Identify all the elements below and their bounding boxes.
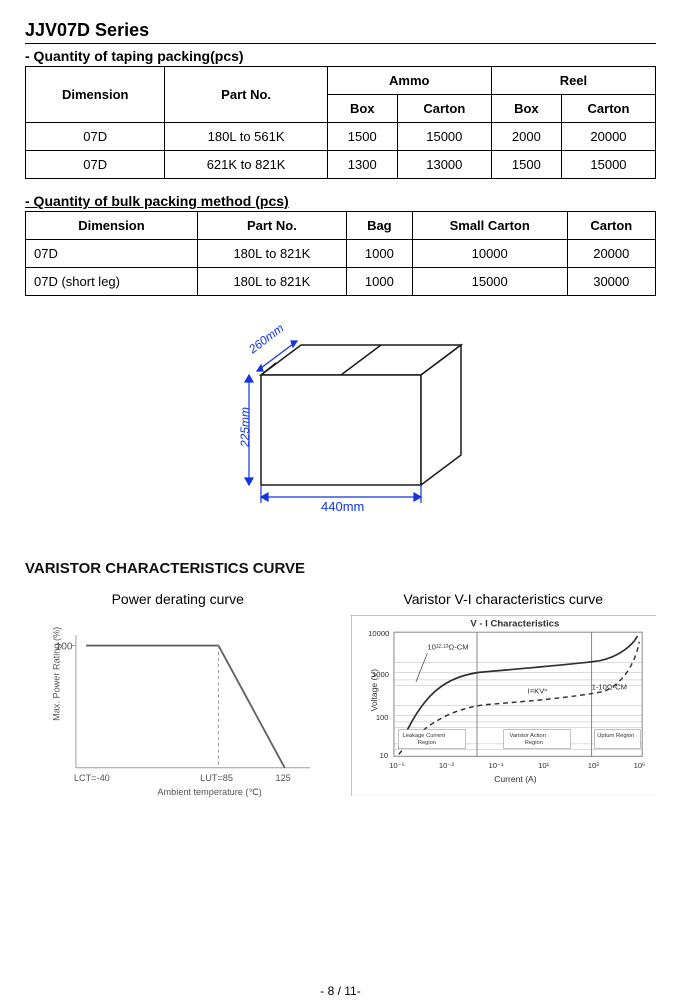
dim-width-label: 440mm <box>321 499 364 514</box>
ytick-label: 10 <box>379 751 387 760</box>
cell: 15000 <box>412 268 567 296</box>
vi-annotation: 1-10Ω-CM <box>591 682 626 691</box>
xlabel: Current (A) <box>494 774 537 784</box>
xtick-label: 10¹ <box>538 761 549 770</box>
th-carton: Carton <box>567 212 655 240</box>
table-row: 07D 621K to 821K 1300 13000 1500 15000 <box>26 151 656 179</box>
table2-title: - Quantity of bulk packing method (pcs) <box>25 193 656 209</box>
cell: 15000 <box>561 151 655 179</box>
vi-annotation: I=KVⁿ <box>527 686 547 695</box>
vi-title: Varistor V-I characteristics curve <box>351 591 657 607</box>
carton-box-diagram: 260mm 225mm 440mm <box>25 310 656 540</box>
vi-characteristics-chart: Varistor V-I characteristics curve V - I… <box>351 591 657 801</box>
taping-packing-table: Dimension Part No. Ammo Reel Box Carton … <box>25 66 656 179</box>
ytick-label: 100 <box>375 713 388 722</box>
cell: 180L to 821K <box>197 240 346 268</box>
th-dimension: Dimension <box>26 212 198 240</box>
cell: 15000 <box>397 123 491 151</box>
th-bag: Bag <box>346 212 412 240</box>
cell: 1000 <box>346 268 412 296</box>
th-small-carton: Small Carton <box>412 212 567 240</box>
xtick-label: 125 <box>276 773 291 783</box>
th-ammo-box: Box <box>327 95 397 123</box>
title-divider <box>25 43 656 44</box>
cell: 30000 <box>567 268 655 296</box>
page-footer: - 8 / 11- <box>0 984 681 998</box>
xtick-label: 10⁻³ <box>438 761 454 770</box>
cell: 1500 <box>327 123 397 151</box>
cell: 180L to 821K <box>197 268 346 296</box>
table-row: 07D (short leg) 180L to 821K 1000 15000 … <box>26 268 656 296</box>
th-partno: Part No. <box>197 212 346 240</box>
ylabel: Voltage (V) <box>368 669 378 712</box>
cell: 13000 <box>397 151 491 179</box>
series-title: JJV07D Series <box>25 20 656 41</box>
derating-title: Power derating curve <box>25 591 331 607</box>
power-derating-chart: Power derating curve 100 LCT=-40 LUT=85 … <box>25 591 331 803</box>
th-reel: Reel <box>491 67 655 95</box>
dim-depth-label: 260mm <box>245 321 286 357</box>
th-ammo-carton: Carton <box>397 95 491 123</box>
xtick-label: LCT=-40 <box>74 773 110 783</box>
table-row: 07D 180L to 821K 1000 10000 20000 <box>26 240 656 268</box>
bulk-packing-table: Dimension Part No. Bag Small Carton Cart… <box>25 211 656 296</box>
cell: 2000 <box>491 123 561 151</box>
xtick-label: 10⁻⁵ <box>389 761 405 770</box>
cell: 10000 <box>412 240 567 268</box>
region-label: Region <box>524 740 542 746</box>
region-label: Varistor Action <box>509 733 545 739</box>
ylabel: Max. Power Rating (%) <box>52 627 62 721</box>
xlabel: Ambient temperature (℃) <box>157 787 261 797</box>
xtick-label: 10⁵ <box>633 761 645 770</box>
th-reel-box: Box <box>491 95 561 123</box>
vi-annotation: 10¹²·¹³Ω-CM <box>427 642 468 651</box>
dim-height-label: 225mm <box>238 407 252 448</box>
th-reel-carton: Carton <box>561 95 655 123</box>
cell: 621K to 821K <box>165 151 327 179</box>
cell: 07D <box>26 151 165 179</box>
cell: 20000 <box>561 123 655 151</box>
cell: 1500 <box>491 151 561 179</box>
cell: 07D (short leg) <box>26 268 198 296</box>
table1-title: - Quantity of taping packing(pcs) <box>25 48 656 64</box>
cell: 1300 <box>327 151 397 179</box>
cell: 20000 <box>567 240 655 268</box>
cell: 180L to 561K <box>165 123 327 151</box>
region-label: Upturn Region <box>597 733 634 739</box>
region-label: Region <box>417 740 435 746</box>
ytick-label: 10000 <box>368 629 389 638</box>
th-ammo: Ammo <box>327 67 491 95</box>
xtick-label: 10³ <box>587 761 598 770</box>
th-dimension: Dimension <box>26 67 165 123</box>
table-row: 07D 180L to 561K 1500 15000 2000 20000 <box>26 123 656 151</box>
cell: 07D <box>26 240 198 268</box>
region-label: Leakage Current <box>402 733 445 739</box>
vi-chart-title: V - I Characteristics <box>470 618 559 629</box>
cell: 07D <box>26 123 165 151</box>
th-partno: Part No. <box>165 67 327 123</box>
xtick-label: 10⁻¹ <box>488 761 504 770</box>
cell: 1000 <box>346 240 412 268</box>
xtick-label: LUT=85 <box>200 773 233 783</box>
curves-heading: VARISTOR CHARACTERISTICS CURVE <box>25 560 656 577</box>
